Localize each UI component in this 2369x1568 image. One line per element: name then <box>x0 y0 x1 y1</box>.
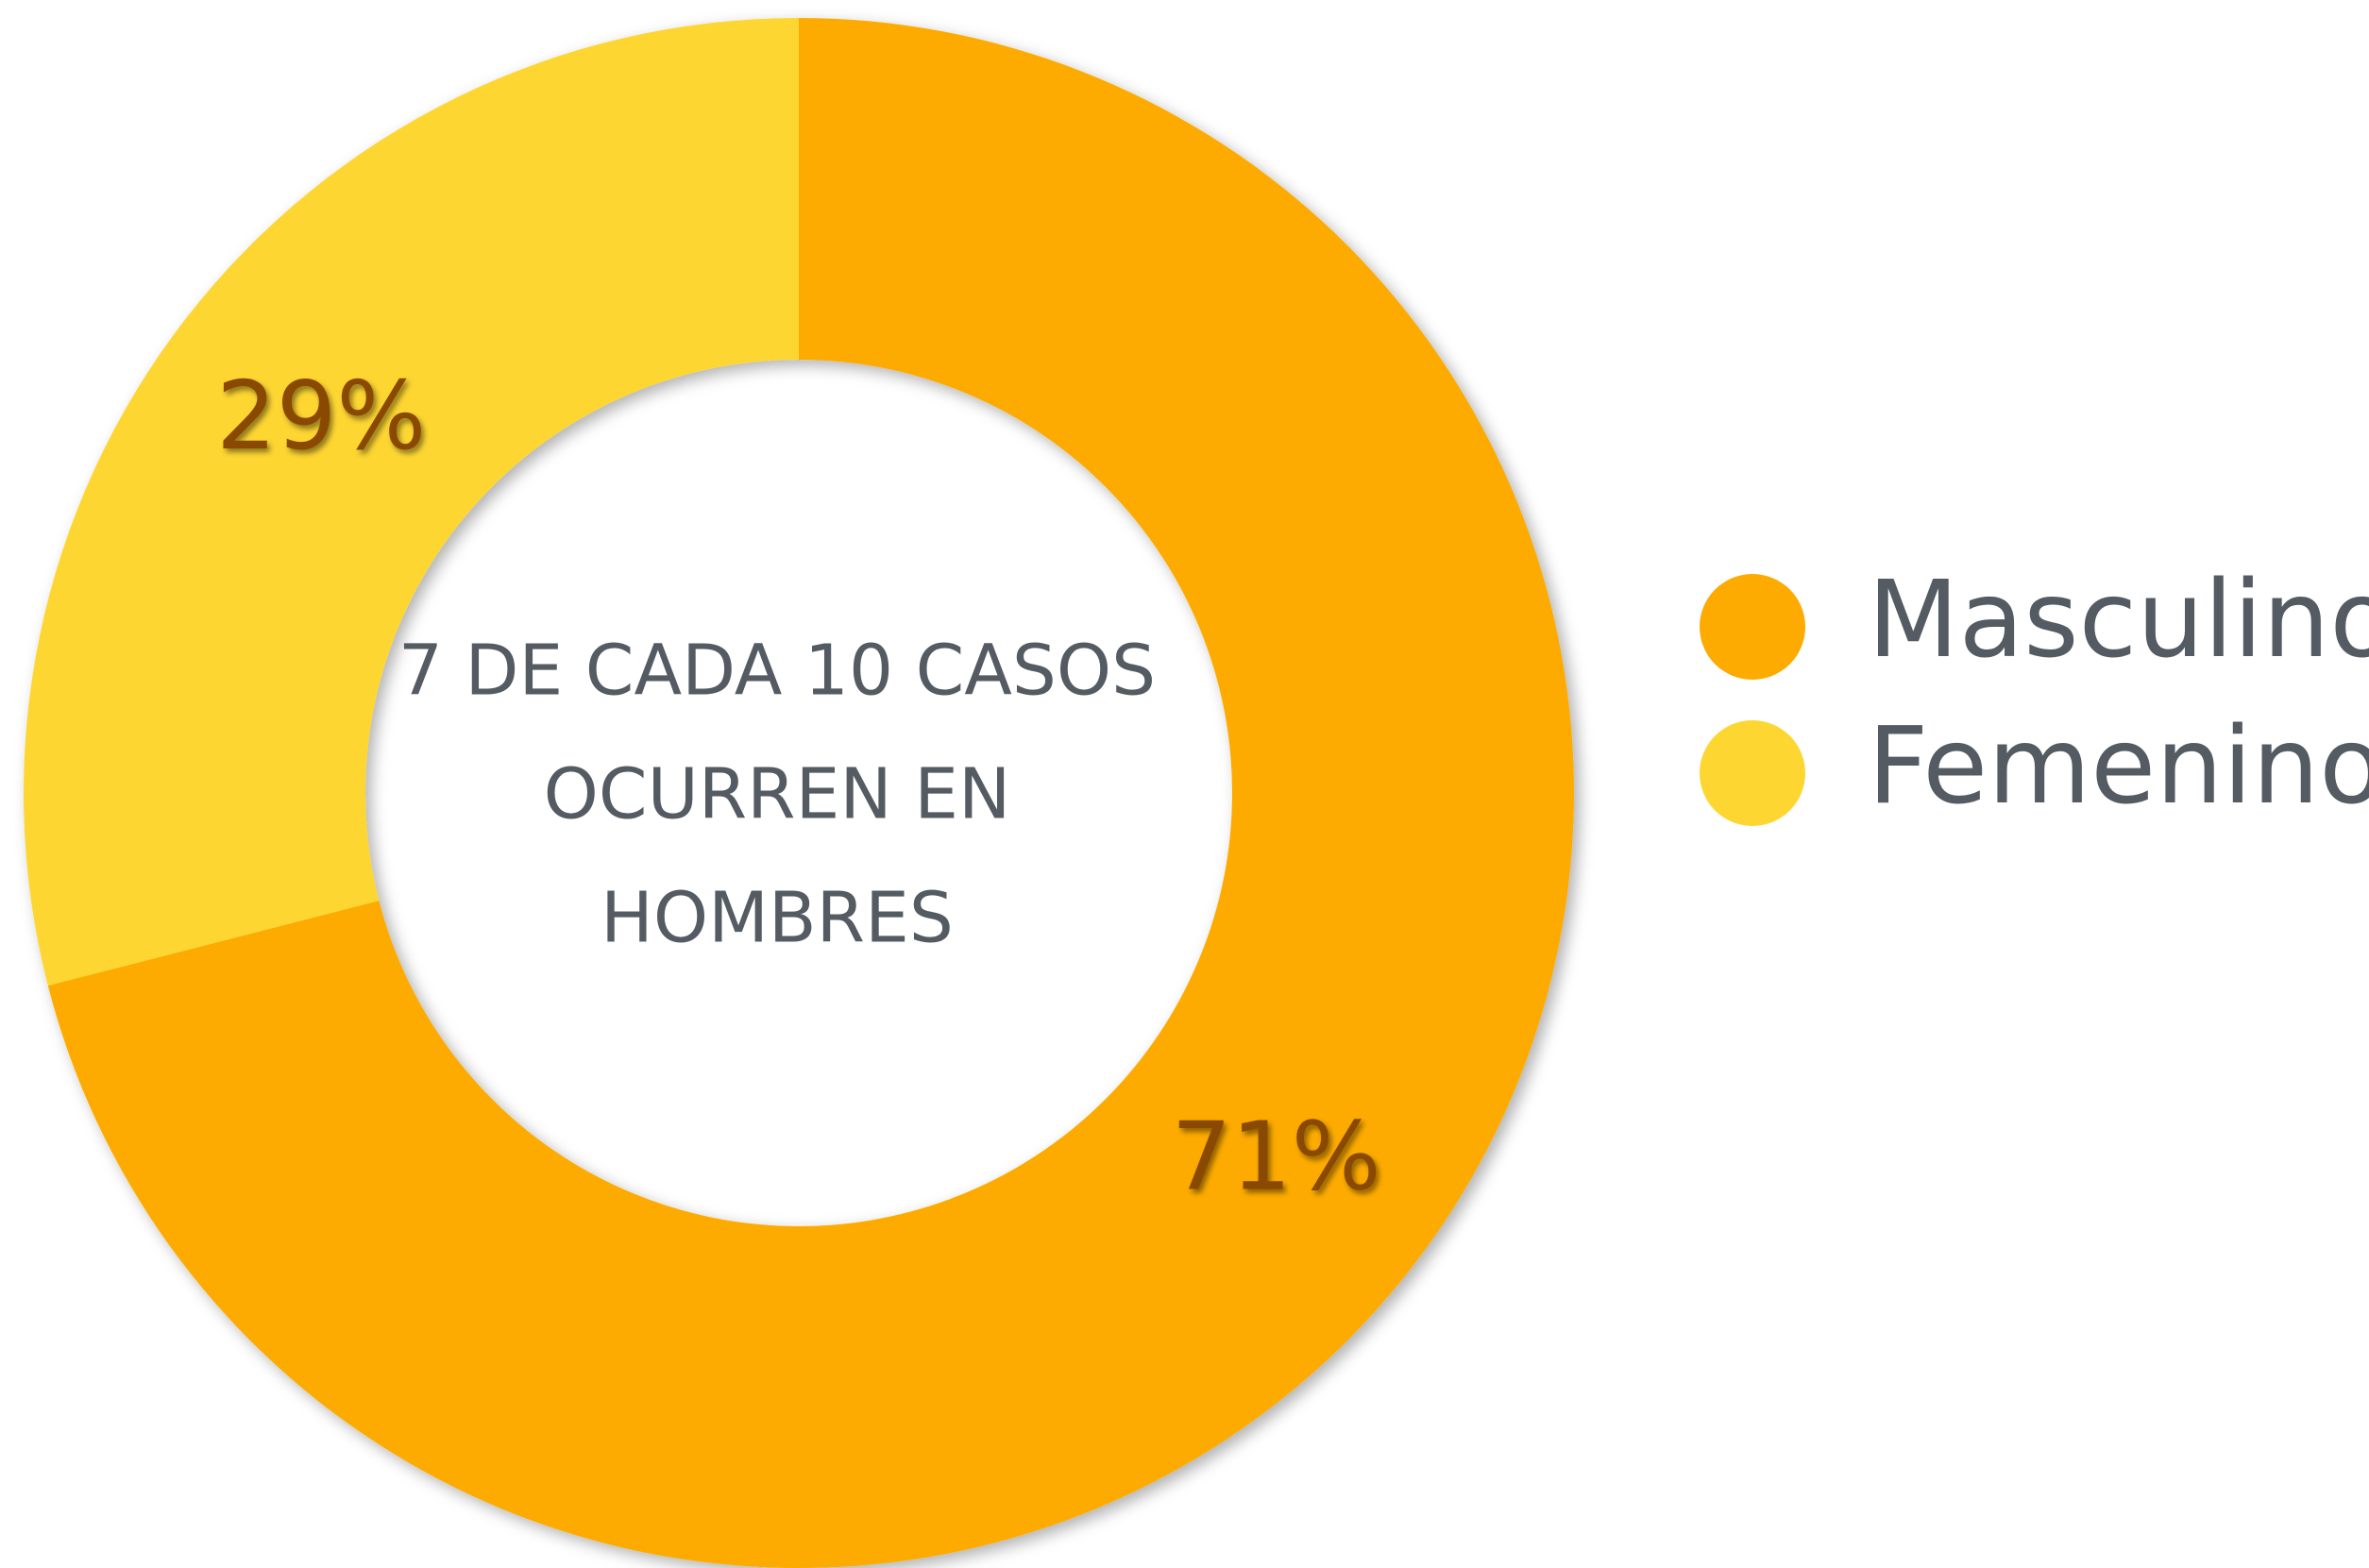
donut-slice <box>23 18 800 986</box>
legend-swatch <box>1700 574 1805 680</box>
data-label: 29% <box>216 361 426 471</box>
legend-label: Femenino <box>1868 705 2369 828</box>
legend-label: Masculino <box>1868 559 2369 682</box>
center-text: OCURREN EN <box>544 754 1011 835</box>
donut <box>23 18 1575 1568</box>
legend-swatch <box>1700 720 1805 826</box>
data-label: 71% <box>1172 1102 1381 1212</box>
center-text: 7 DE CADA 10 CASOS <box>398 631 1156 712</box>
donut-slice <box>47 18 1575 1568</box>
center-text: HOMBRES <box>601 878 954 959</box>
